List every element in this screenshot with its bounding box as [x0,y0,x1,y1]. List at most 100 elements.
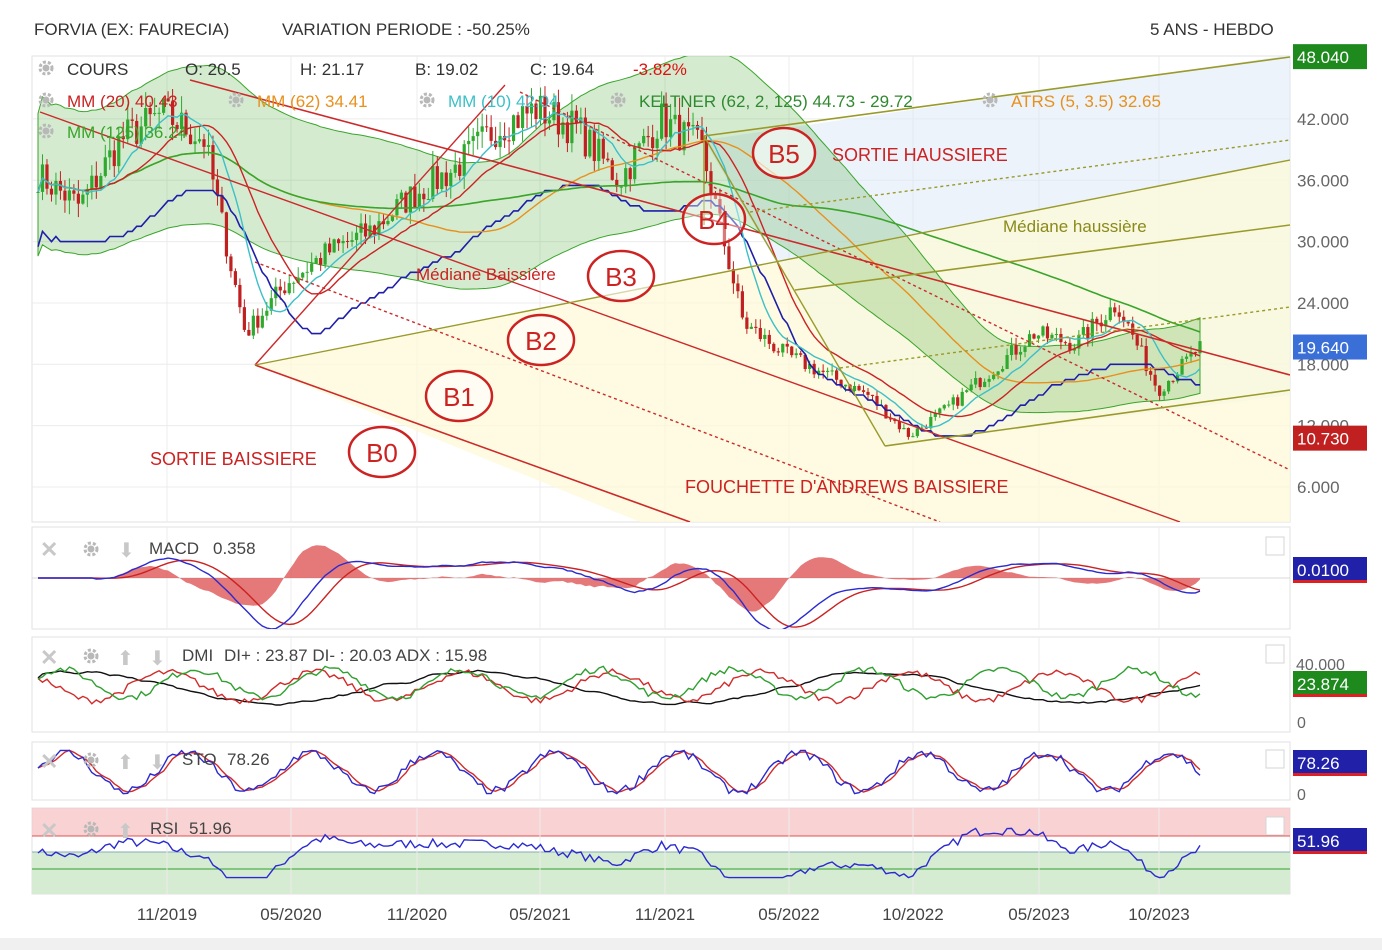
sto-up-arrow-icon[interactable]: ⬆ [117,752,134,774]
candle-body [704,140,709,172]
price-tick-label: 18.000 [1297,355,1349,374]
candle-body [1036,335,1041,339]
candle-body [408,186,412,213]
x-axis: 11/2019 05/2020 11/2020 05/2021 11/2021 05/20… [137,905,1190,924]
candle-body [1077,334,1081,349]
candle-body [974,378,978,385]
macd-down-arrow-icon[interactable]: ⬇ [118,540,135,562]
price-badge-label: 19.640 [1297,339,1349,358]
candle-body [857,386,861,391]
candle-body [242,307,246,330]
b3-circle [586,249,656,303]
candle-body [911,436,915,438]
candle-body [588,129,592,157]
candle-body [184,112,188,135]
candle-body [1135,334,1139,346]
candle-body [951,397,955,405]
candle-body [529,103,534,114]
period-label[interactable]: 5 ANS - HEBDO [1150,20,1274,39]
candle-body [619,186,623,188]
dmi-down-arrow-icon[interactable]: ⬇ [149,648,166,670]
candle-body [85,188,89,195]
candle-body [148,107,152,115]
ma10-line [37,111,1201,429]
andrews-down-lower-line [254,364,691,522]
candle-body [310,263,314,272]
candle-body [947,404,951,406]
candle-body [287,283,291,294]
candle-body [552,102,556,121]
candle-body [413,186,417,208]
candle-body [390,215,395,221]
ma20-line [37,121,1201,418]
rsi-panel: ✕ ⬆ RSI 51.96 51.96 [31,807,1367,895]
dmi-up-arrow-icon[interactable]: ⬆ [117,648,134,670]
candle-body [902,427,906,430]
candle-body [646,135,650,138]
candle-body [817,370,821,375]
candle-body [426,199,430,201]
candle-body [924,427,928,429]
candle-body [1005,355,1009,369]
sto-close-icon[interactable]: ✕ [40,749,58,774]
x-axis-label: 05/2023 [1008,905,1069,924]
andrews-down-quarter-line [254,261,941,522]
candle-body [610,160,614,180]
sto-value: 78.26 [227,750,270,769]
legend-ma125: MM (125) 36.24 [67,123,187,142]
candle-body [372,225,377,235]
b0-circle [347,425,417,479]
x-axis-label: 11/2020 [387,905,447,924]
rsi-checkbox[interactable] [1265,816,1285,836]
candle-body [296,277,300,283]
candle-body [660,103,664,139]
candle-body [498,135,502,148]
sto-label: STO [182,750,217,769]
candle-body [655,138,659,149]
candle-body [1158,385,1162,396]
candle-body [404,192,408,213]
candle-body [897,421,902,430]
candle-body [233,271,238,285]
candle-body [265,310,269,316]
andrews-down-upper-line [189,79,1290,376]
candle-body [126,119,130,140]
candle-body [633,147,637,180]
candle-body [314,257,318,264]
candle-body [175,124,179,130]
candle-body [260,315,264,328]
dmi-checkbox[interactable] [1265,644,1285,664]
candle-body [870,394,875,396]
andrews-down-handle [254,84,506,366]
sto-checkbox[interactable] [1265,749,1285,769]
chart-header: FORVIA (EX: FAURECIA) VARIATION PERIODE … [0,0,1382,56]
candle-body [920,427,924,429]
candle-body [1095,318,1099,323]
candle-body [179,112,184,130]
candle-body [933,412,937,417]
candle-body [377,221,381,235]
candle-body [197,139,202,142]
candle-body [1090,318,1094,339]
price-tick-label: 42.000 [1297,110,1349,129]
candle-body [99,175,103,188]
macd-close-icon[interactable]: ✕ [40,537,58,562]
price-tick-label: 36.000 [1297,171,1349,190]
candle-body [520,105,525,128]
candle-body [1144,346,1148,372]
b4-label: B4 [698,205,730,235]
scroll-strip[interactable] [0,938,1382,950]
candle-body [63,190,67,201]
candle-body [1018,351,1023,355]
legend-close: C: 19.64 [530,60,594,79]
rsi-close-icon[interactable]: ✕ [40,818,58,843]
macd-checkbox[interactable] [1265,536,1285,556]
rsi-badge-underline [1293,851,1367,854]
candle-body [534,103,538,120]
andrews-down-base-line [254,159,1290,366]
sto-down-arrow-icon[interactable]: ⬇ [149,752,166,774]
macd-label: MACD [149,539,199,558]
rsi-up-arrow-icon[interactable]: ⬆ [117,821,134,843]
candle-body [1140,345,1144,347]
dmi-close-icon[interactable]: ✕ [40,645,58,670]
